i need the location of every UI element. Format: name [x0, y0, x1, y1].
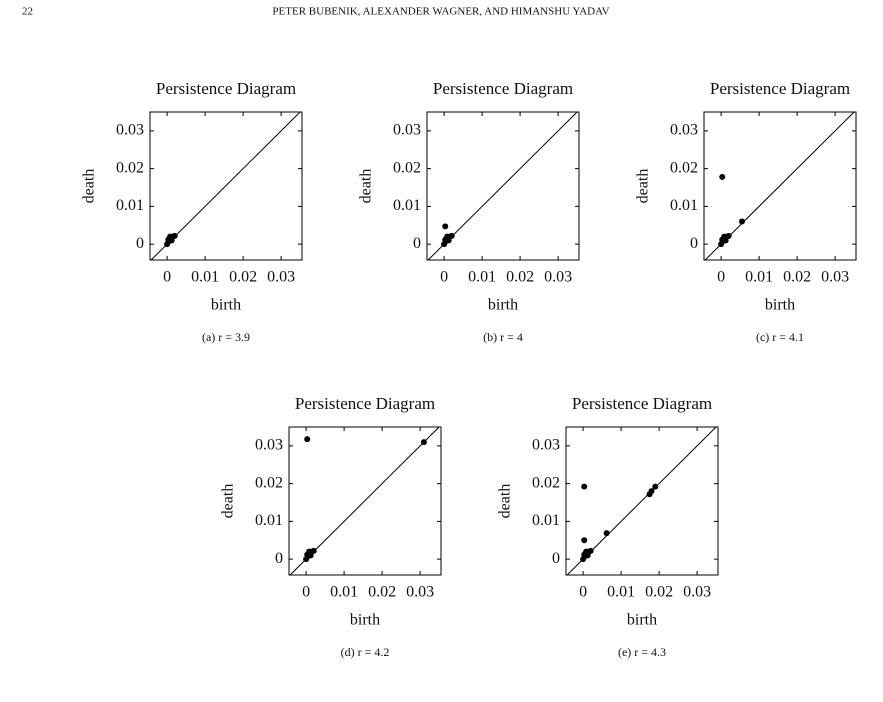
x-tick-label: 0.02 — [645, 584, 673, 601]
plot-frame — [426, 111, 580, 261]
x-tick-label: 0 — [302, 584, 310, 601]
point — [420, 439, 427, 446]
y-axis-label: death — [635, 169, 652, 204]
x-tick-label: 0.01 — [191, 269, 219, 286]
point — [310, 547, 317, 554]
page-number: 22 — [22, 6, 33, 18]
point — [448, 232, 455, 239]
x-tick-label: 0.03 — [683, 584, 711, 601]
point — [307, 552, 314, 559]
y-axis-label: death — [220, 484, 237, 519]
point — [722, 237, 729, 244]
plot-frame — [288, 426, 442, 576]
x-tick-label: 0 — [440, 269, 448, 286]
y-axis-label: death — [358, 169, 375, 204]
x-tick-label: 0 — [579, 584, 587, 601]
y-tick-label: 0.01 — [532, 512, 560, 529]
point — [304, 436, 311, 443]
y-axis-label: death — [497, 484, 514, 519]
y-axis-label: death — [81, 169, 98, 204]
plot-frame — [565, 426, 719, 576]
x-axis-label: birth — [211, 297, 241, 314]
point — [587, 547, 594, 554]
x-tick-label: 0.02 — [783, 269, 811, 286]
x-tick-label: 0.01 — [745, 269, 773, 286]
point — [739, 218, 745, 225]
y-tick-label: 0 — [552, 550, 560, 567]
x-tick-label: 0.02 — [229, 269, 257, 286]
plot-frame — [703, 111, 857, 261]
point — [445, 237, 452, 244]
point — [581, 537, 588, 544]
x-tick-label: 0.01 — [607, 584, 635, 601]
y-tick-label: 0 — [690, 235, 698, 252]
x-tick-label: 0.01 — [468, 269, 496, 286]
y-tick-label: 0.02 — [255, 474, 283, 491]
x-tick-label: 0 — [717, 269, 725, 286]
point — [442, 223, 449, 230]
y-tick-label: 0 — [275, 550, 283, 567]
point — [652, 483, 659, 490]
y-tick-label: 0.02 — [393, 159, 421, 176]
y-tick-label: 0.02 — [532, 474, 560, 491]
y-tick-label: 0.02 — [116, 159, 144, 176]
x-axis-label: birth — [350, 612, 380, 629]
x-tick-label: 0.03 — [406, 584, 434, 601]
y-tick-label: 0.02 — [670, 159, 698, 176]
x-axis-label: birth — [765, 297, 795, 314]
x-tick-label: 0.03 — [544, 269, 572, 286]
x-tick-label: 0.01 — [330, 584, 358, 601]
y-tick-label: 0.03 — [670, 122, 698, 139]
caption: (b) r = 4 — [483, 330, 523, 344]
y-tick-label: 0.01 — [393, 197, 421, 214]
y-tick-label: 0.03 — [255, 437, 283, 454]
point — [603, 530, 610, 537]
plot-frame — [149, 111, 303, 261]
y-tick-label: 0.03 — [532, 437, 560, 454]
chart-title: Persistence Diagram — [295, 394, 435, 413]
point — [725, 232, 732, 239]
y-tick-label: 0.01 — [670, 197, 698, 214]
x-tick-label: 0.02 — [506, 269, 534, 286]
caption: (e) r = 4.3 — [618, 645, 666, 659]
x-tick-label: 0 — [163, 269, 171, 286]
point — [648, 488, 655, 495]
x-axis-label: birth — [627, 612, 657, 629]
y-tick-label: 0.03 — [116, 122, 144, 139]
x-axis-label: birth — [488, 297, 518, 314]
x-tick-label: 0.03 — [821, 269, 849, 286]
caption: (c) r = 4.1 — [756, 330, 804, 344]
chart-title: Persistence Diagram — [572, 394, 712, 413]
y-tick-label: 0 — [413, 235, 421, 252]
running-head: PETER BUBENIK, ALEXANDER WAGNER, AND HIM… — [272, 6, 609, 18]
y-tick-label: 0.01 — [116, 197, 144, 214]
point — [168, 237, 175, 244]
x-tick-label: 0.02 — [368, 584, 396, 601]
y-tick-label: 0.01 — [255, 512, 283, 529]
caption: (d) r = 4.2 — [341, 645, 390, 659]
caption: (a) r = 3.9 — [202, 330, 250, 344]
x-tick-label: 0.03 — [267, 269, 295, 286]
chart-title: Persistence Diagram — [710, 79, 850, 98]
point — [719, 173, 726, 180]
y-tick-label: 0.03 — [393, 122, 421, 139]
y-tick-label: 0 — [136, 235, 144, 252]
point — [581, 483, 588, 490]
point — [584, 552, 591, 559]
chart-title: Persistence Diagram — [156, 79, 296, 98]
point — [171, 232, 178, 239]
chart-title: Persistence Diagram — [433, 79, 573, 98]
